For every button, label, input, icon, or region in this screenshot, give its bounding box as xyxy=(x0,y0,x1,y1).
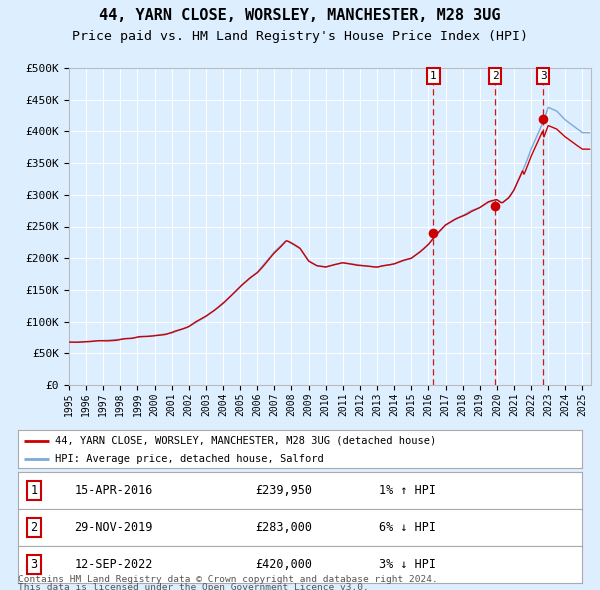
Text: Contains HM Land Registry data © Crown copyright and database right 2024.: Contains HM Land Registry data © Crown c… xyxy=(18,575,438,584)
Text: 1: 1 xyxy=(30,484,37,497)
Text: 1% ↑ HPI: 1% ↑ HPI xyxy=(379,484,436,497)
Text: 44, YARN CLOSE, WORSLEY, MANCHESTER, M28 3UG (detached house): 44, YARN CLOSE, WORSLEY, MANCHESTER, M28… xyxy=(55,435,436,445)
Text: 6% ↓ HPI: 6% ↓ HPI xyxy=(379,521,436,534)
Text: 3: 3 xyxy=(30,558,37,571)
Text: £283,000: £283,000 xyxy=(255,521,312,534)
Text: 44, YARN CLOSE, WORSLEY, MANCHESTER, M28 3UG: 44, YARN CLOSE, WORSLEY, MANCHESTER, M28… xyxy=(99,8,501,23)
Text: 1: 1 xyxy=(430,71,437,81)
Text: 2: 2 xyxy=(30,521,37,534)
Text: 3: 3 xyxy=(540,71,547,81)
Text: 29-NOV-2019: 29-NOV-2019 xyxy=(74,521,153,534)
Text: 15-APR-2016: 15-APR-2016 xyxy=(74,484,153,497)
Text: 3% ↓ HPI: 3% ↓ HPI xyxy=(379,558,436,571)
Text: 2: 2 xyxy=(492,71,499,81)
Text: £420,000: £420,000 xyxy=(255,558,312,571)
Text: £239,950: £239,950 xyxy=(255,484,312,497)
Text: 12-SEP-2022: 12-SEP-2022 xyxy=(74,558,153,571)
Text: This data is licensed under the Open Government Licence v3.0.: This data is licensed under the Open Gov… xyxy=(18,583,369,590)
Text: HPI: Average price, detached house, Salford: HPI: Average price, detached house, Salf… xyxy=(55,454,323,464)
Text: Price paid vs. HM Land Registry's House Price Index (HPI): Price paid vs. HM Land Registry's House … xyxy=(72,30,528,43)
